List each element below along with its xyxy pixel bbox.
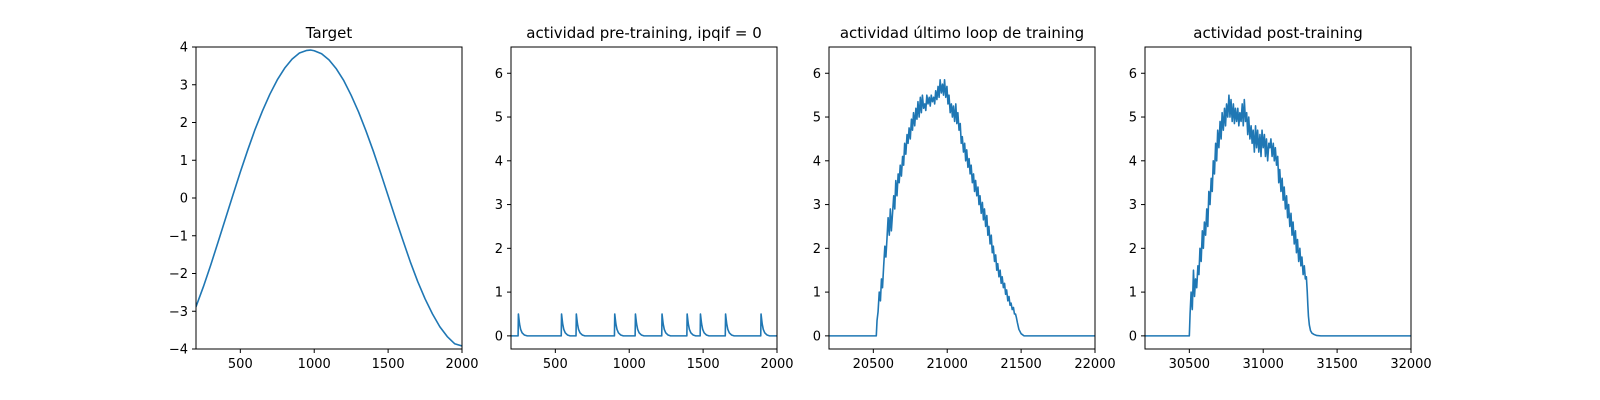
subplot-2: 500 1000 1500 2000 0 1 2 3 4 5 6 actividad pre-trai… [495,24,794,372]
x-tick-label: 500 [228,357,253,372]
axes-frame [195,46,463,350]
series-line-1 [829,79,1095,337]
y-tick-label: 6 [495,67,503,82]
y-tick-label: 6 [813,67,821,82]
subplot-4: 30500 31000 31500 32000 0 1 2 3 4 5 6 actividad pos… [1129,24,1432,372]
y-tick-label: 2 [1129,242,1137,257]
subplot-3: 20500 21000 21500 22000 0 1 2 3 4 5 6 actividad últ… [813,24,1116,372]
axes-frame [1144,46,1412,350]
x-tick-label: 30500 [1169,357,1210,372]
y-tick-label: 1 [495,286,503,301]
x-tick-label: 2000 [445,357,478,372]
x-tick-label: 1000 [298,357,331,372]
x-tick-label: 500 [543,357,568,372]
y-tick-label: 2 [495,242,503,257]
y-tick-label: 6 [1129,67,1137,82]
axes-frame [828,46,1096,350]
x-tick-label: 1000 [613,357,646,372]
y-tick-label: 4 [495,154,503,169]
chart-title: actividad post-training [1193,24,1362,42]
y-tick-label: 4 [180,41,188,56]
y-tick-label: −3 [169,305,188,320]
x-tick-label: 1500 [687,357,720,372]
y-tick-label: 5 [813,111,821,126]
x-tick-label: 21500 [1000,357,1041,372]
y-tick-label: 4 [1129,154,1137,169]
chart-title: actividad último loop de training [840,24,1084,42]
series-line-1 [511,313,777,337]
y-tick-label: 3 [180,78,188,93]
y-tick-label: 0 [495,329,503,344]
y-tick-label: 1 [180,154,188,169]
y-tick-label: 2 [813,242,821,257]
x-tick-label: 21000 [927,357,968,372]
y-tick-label: 0 [180,192,188,207]
y-tick-label: −1 [169,229,188,244]
y-tick-label: −2 [169,267,188,282]
x-tick-label: 31000 [1243,357,1284,372]
chart-title: actividad pre-training, ipqif = 0 [526,24,762,42]
axes-frame [510,46,778,350]
x-tick-label: 31500 [1316,357,1357,372]
subplot-1: 500 1000 1500 2000 −4 −3 −2 −1 0 1 2 3 4 Target [169,24,479,372]
y-tick-label: 3 [813,198,821,213]
series-line-1 [1145,94,1411,337]
y-tick-label: 1 [1129,286,1137,301]
chart-title: Target [305,24,353,42]
y-tick-label: 2 [180,116,188,131]
y-tick-label: 5 [495,111,503,126]
y-tick-label: 1 [813,286,821,301]
y-tick-label: 0 [1129,329,1137,344]
y-tick-label: 4 [813,154,821,169]
x-tick-label: 22000 [1074,357,1115,372]
y-tick-label: 3 [495,198,503,213]
y-tick-label: 5 [1129,111,1137,126]
y-tick-label: −4 [169,343,188,358]
x-tick-label: 2000 [760,357,793,372]
y-tick-label: 3 [1129,198,1137,213]
x-tick-label: 20500 [853,357,894,372]
series-line-1 [196,49,462,347]
y-tick-label: 0 [813,329,821,344]
x-tick-label: 32000 [1390,357,1431,372]
x-tick-label: 1500 [372,357,405,372]
